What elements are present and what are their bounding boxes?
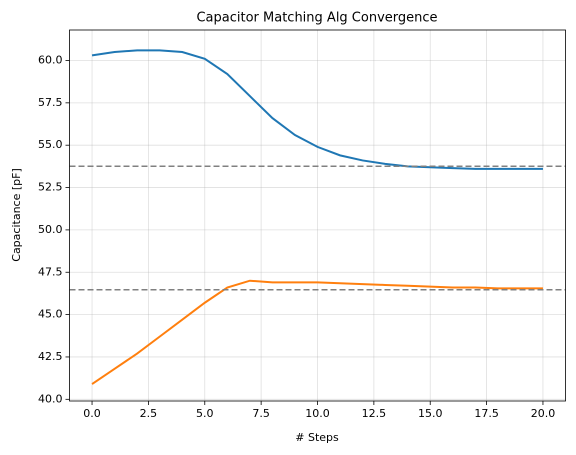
x-tick-label: 10.0 (305, 407, 330, 420)
y-tick-label: 42.5 (38, 350, 63, 363)
y-tick-label: 50.0 (38, 223, 63, 236)
x-tick-label: 17.5 (474, 407, 499, 420)
plot-frame (69, 29, 566, 402)
data-line (91, 49, 543, 170)
data-line (91, 279, 543, 385)
y-tick-label: 57.5 (38, 96, 63, 109)
y-axis-label: Capacitance [pF] (10, 168, 23, 261)
x-tick-label: 15.0 (418, 407, 443, 420)
x-tick-label: 0.0 (83, 407, 101, 420)
y-tick-label: 45.0 (38, 308, 63, 321)
y-tick-label: 52.5 (38, 181, 63, 194)
x-tick-label: 7.5 (252, 407, 270, 420)
x-tick-label: 12.5 (362, 407, 387, 420)
y-tick-label: 55.0 (38, 138, 63, 151)
y-tick-label: 60.0 (38, 53, 63, 66)
x-tick-label: 5.0 (196, 407, 214, 420)
y-tick-label: 40.0 (38, 392, 63, 405)
x-tick-label: 2.5 (140, 407, 158, 420)
x-axis-label: # Steps (295, 431, 339, 444)
chart-title: Capacitor Matching Alg Convergence (196, 11, 437, 26)
y-tick-label: 47.5 (38, 265, 63, 278)
x-tick-label: 20.0 (531, 407, 556, 420)
